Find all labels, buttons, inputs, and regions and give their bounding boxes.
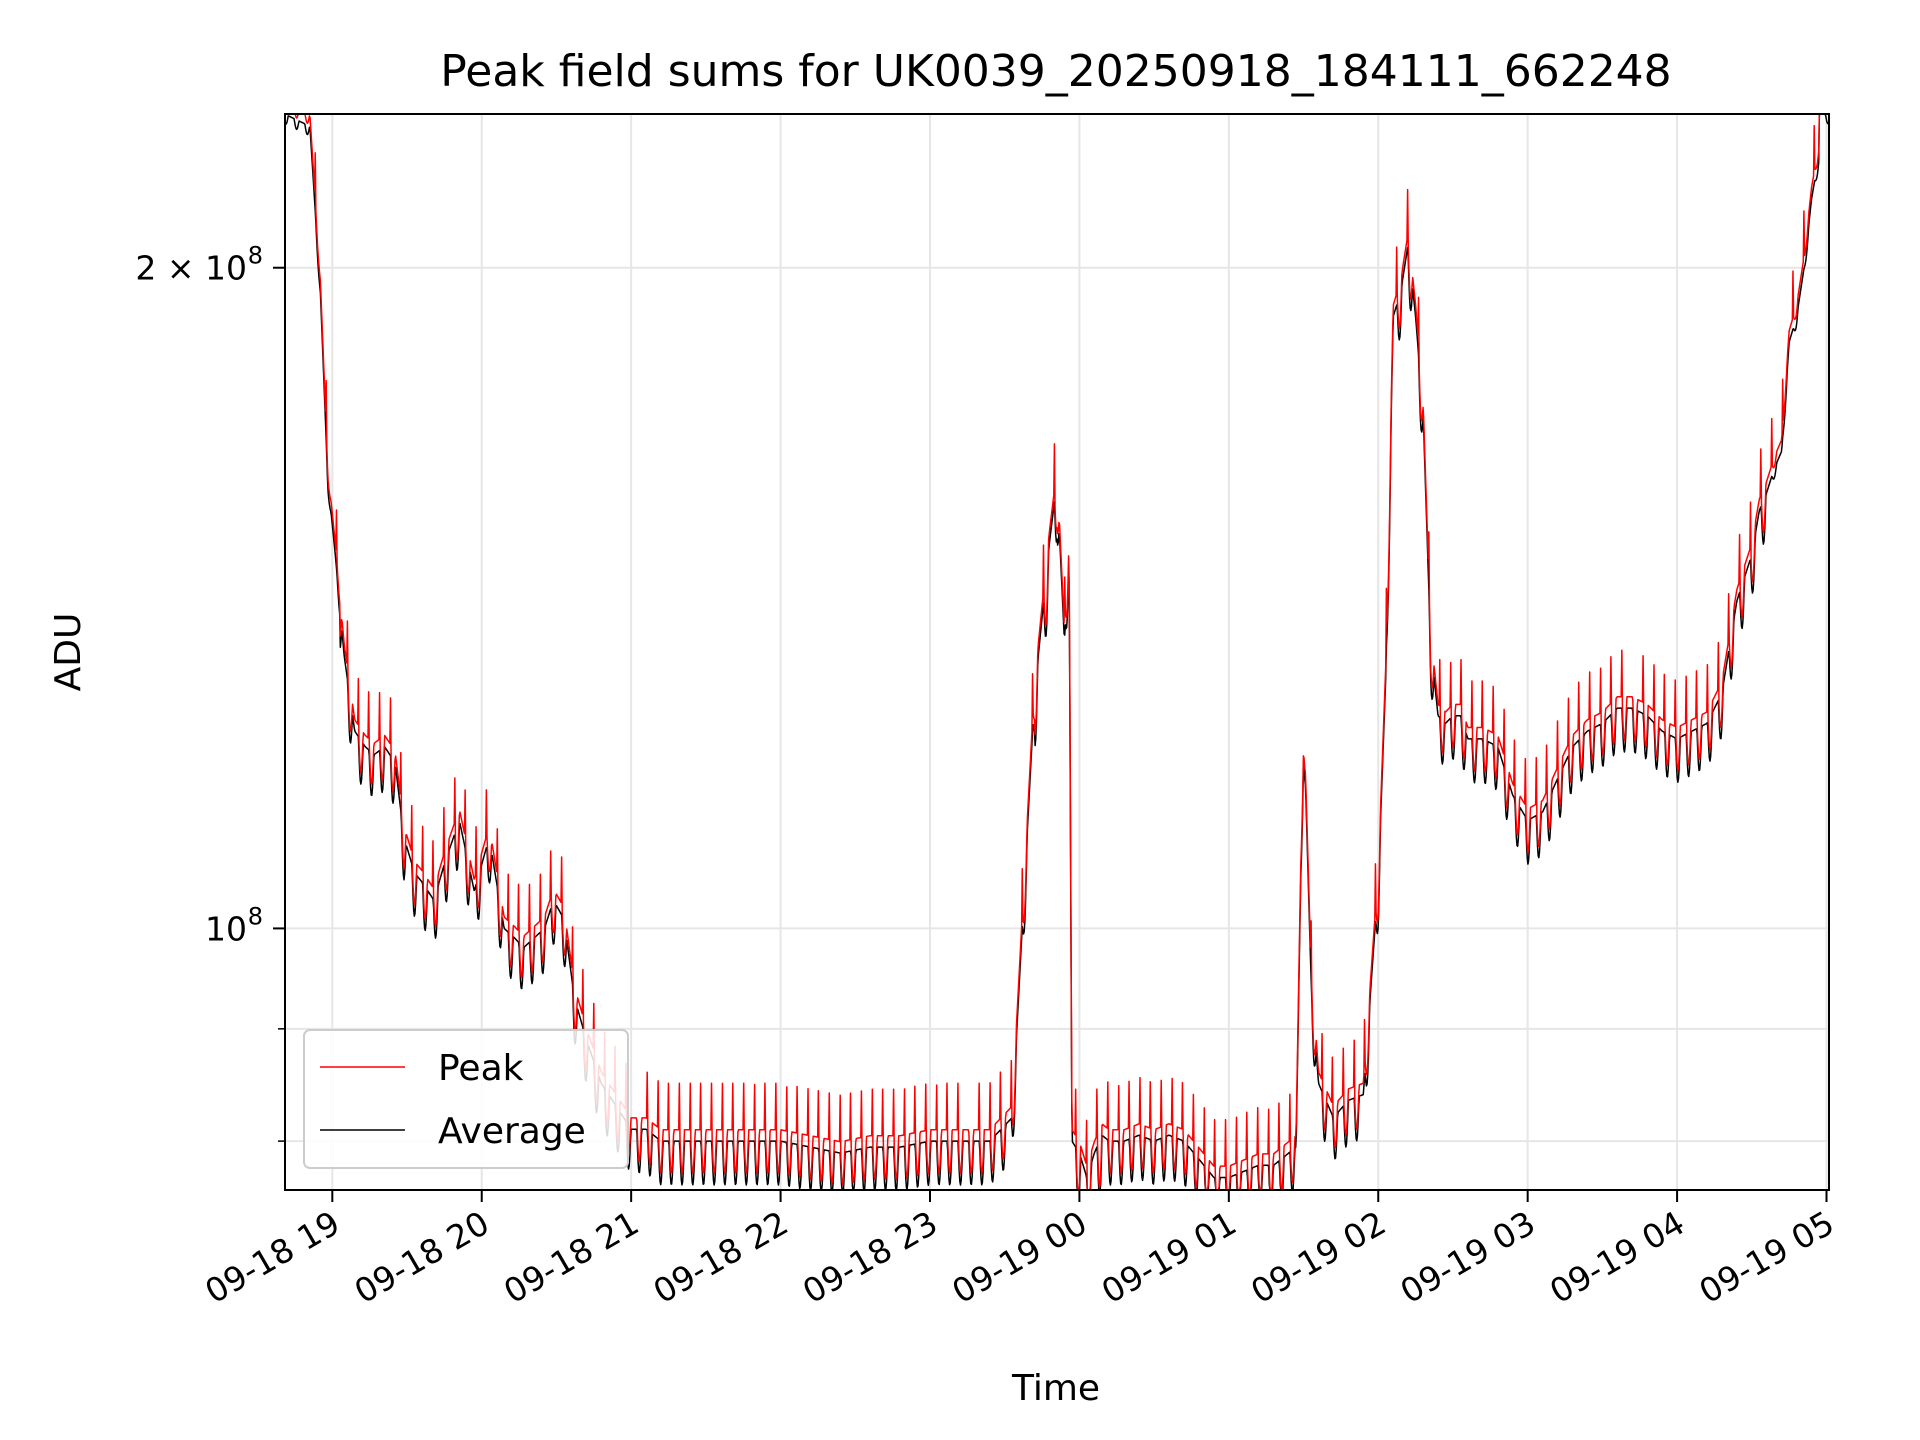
- y-tick-label: 10: [205, 909, 247, 948]
- legend-label-peak: Peak: [438, 1048, 524, 1089]
- legend-box: [303, 1029, 629, 1169]
- series-line-peak: [285, 114, 1829, 1190]
- y-tick-exponent: 8: [248, 902, 263, 930]
- chart-title: Peak field sums for UK0039_20250918_1841…: [440, 46, 1671, 97]
- axes-frame: [284, 113, 1830, 1191]
- x-axis: 09-18 19 09-18 20 09-18 21 09-18 22 09-18 23…: [198, 1190, 1841, 1311]
- legend: Peak Average: [303, 1029, 629, 1169]
- grid: [285, 114, 1829, 1190]
- x-tick-label: 09-18 21: [497, 1203, 645, 1311]
- y-tick-exponent: 8: [248, 242, 263, 270]
- plot-area: [285, 114, 1829, 1190]
- x-axis-label: Time: [1011, 1368, 1100, 1409]
- y-tick-label: 2 × 10: [135, 249, 247, 288]
- x-tick-label: 09-18 19: [198, 1203, 346, 1311]
- x-tick-label: 09-18 20: [348, 1203, 496, 1311]
- x-tick-label: 09-19 00: [945, 1203, 1093, 1311]
- x-tick-label: 09-18 23: [796, 1203, 944, 1311]
- x-tick-label: 09-19 03: [1394, 1203, 1542, 1311]
- x-tick-label: 09-19 05: [1693, 1203, 1841, 1311]
- x-tick-label: 09-19 04: [1543, 1203, 1691, 1311]
- series-layer: [285, 114, 1829, 1190]
- x-tick-label: 09-19 02: [1244, 1203, 1392, 1311]
- x-tick-label: 09-19 01: [1095, 1203, 1243, 1311]
- x-tick-label: 09-18 22: [647, 1203, 795, 1311]
- y-axis-label: ADU: [48, 613, 89, 692]
- y-axis: 10 82 × 10 8: [135, 242, 285, 1142]
- legend-label-average: Average: [438, 1111, 586, 1152]
- series-line-average: [285, 114, 1829, 1190]
